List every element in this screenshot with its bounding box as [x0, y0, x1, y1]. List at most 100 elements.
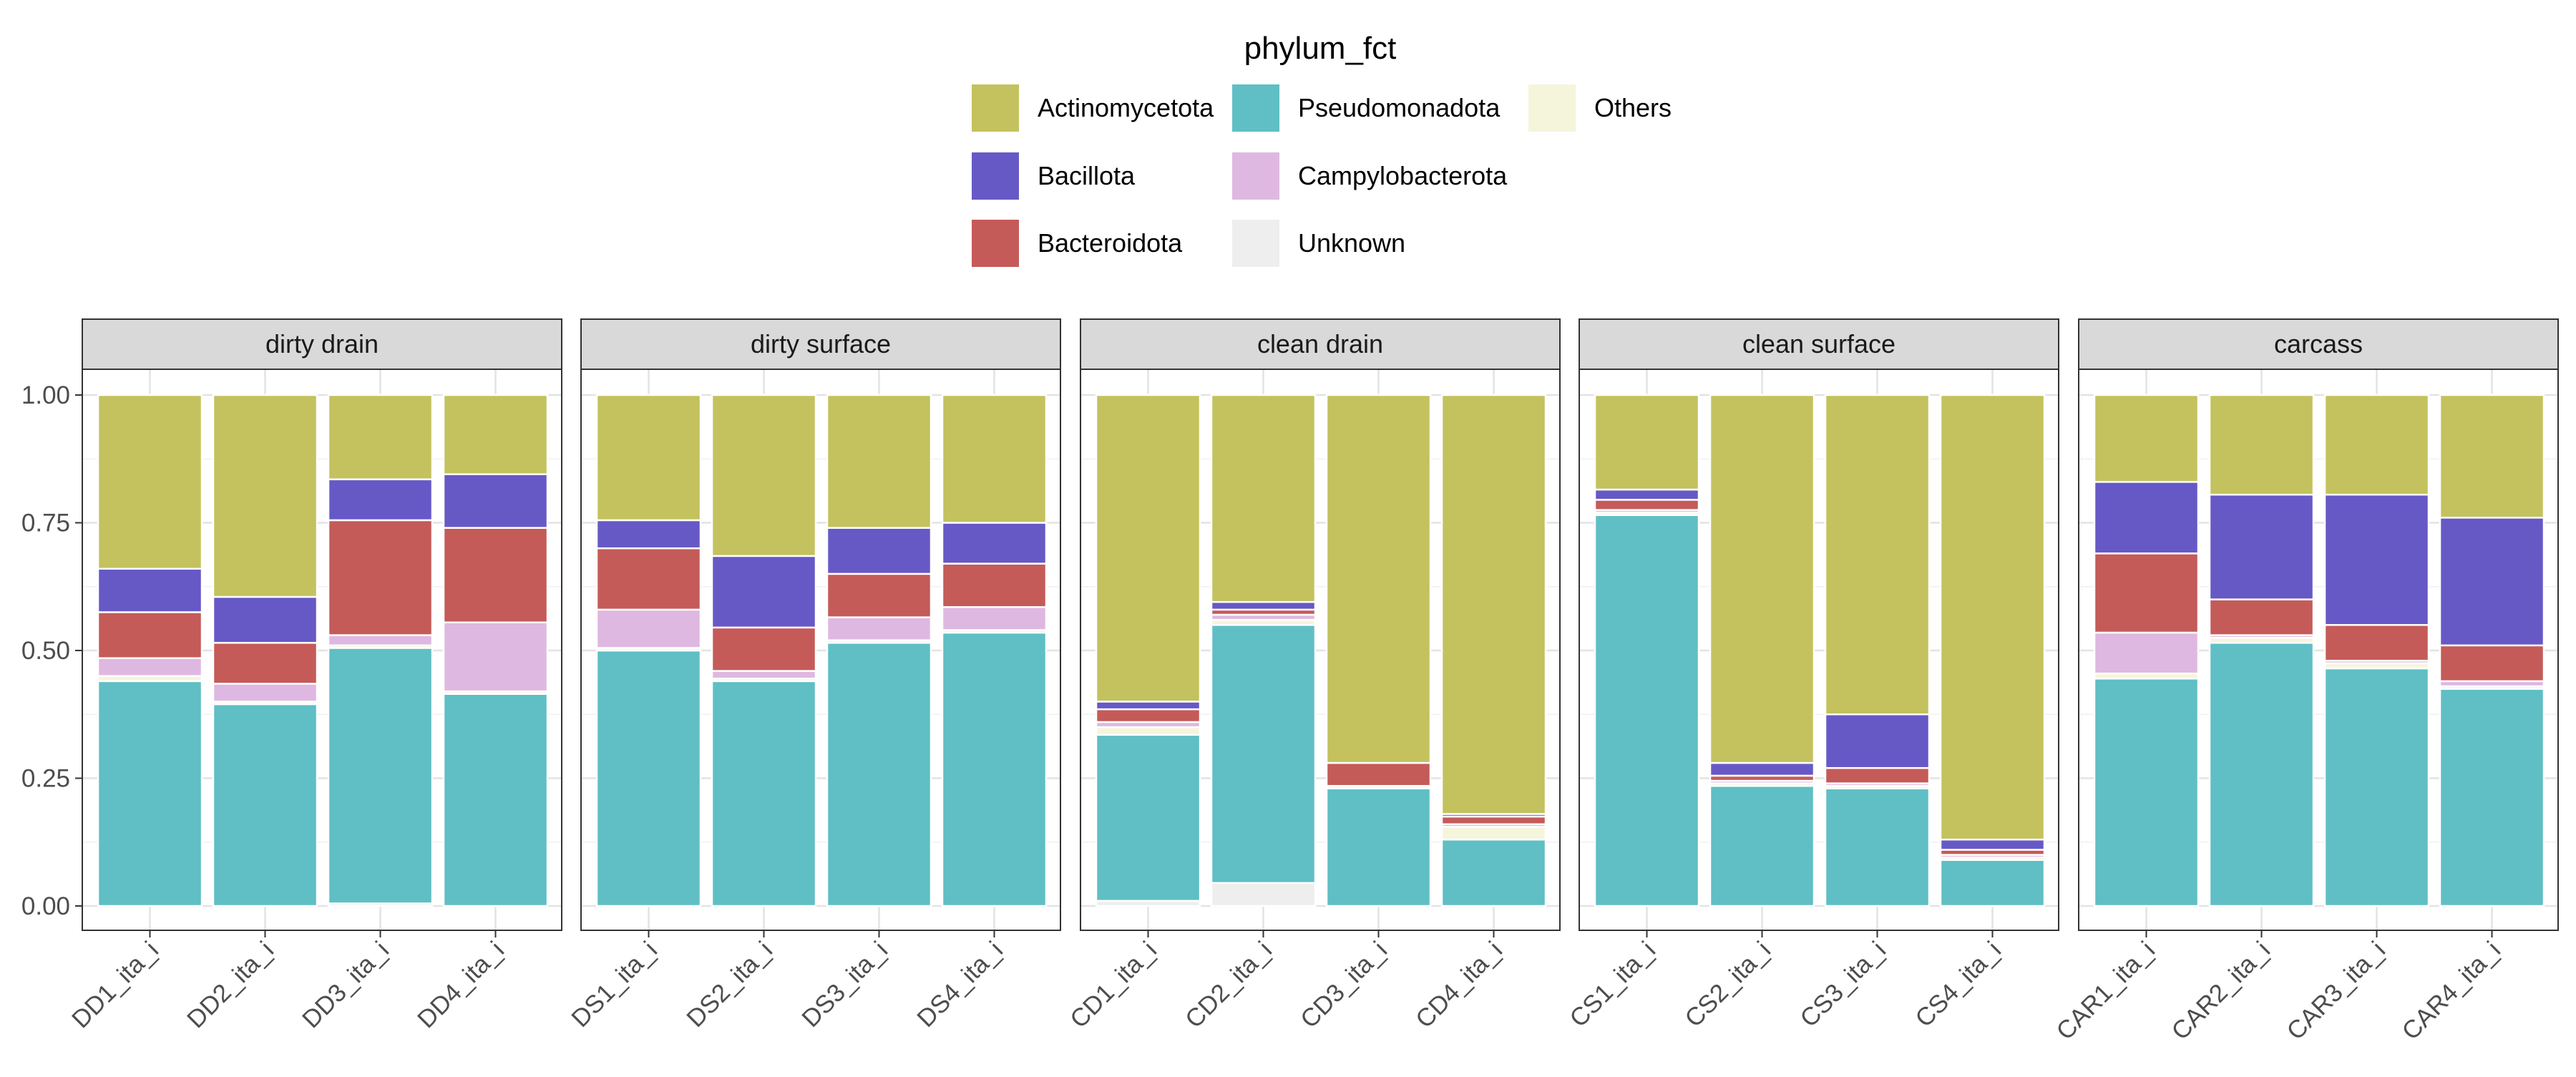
legend-swatch-bacteroidota	[972, 220, 1019, 267]
stacked-bar-CS3_ita_i	[1824, 394, 1931, 907]
x-tick-label: DS2_ita_i	[681, 936, 778, 1033]
x-tick-label: CAR2_ita_i	[2166, 936, 2275, 1046]
x-tick-label: CS3_ita_i	[1795, 936, 1891, 1033]
y-tick-label: 0.25	[21, 765, 70, 793]
bar-segment-bacillota	[711, 555, 817, 629]
bar-segment-bacteroidota	[1440, 815, 1547, 826]
bar-segment-pseudomonadota	[595, 649, 702, 907]
facet-strip-label: carcass	[2274, 329, 2363, 359]
facet-strip	[580, 318, 1061, 370]
bar-segment-actinomycetota	[97, 394, 203, 570]
bar-segment-bacteroidota	[327, 519, 434, 636]
x-tick-label: DS1_ita_i	[566, 936, 663, 1033]
bar-segment-campylobacterota	[327, 634, 434, 647]
legend-title: phylum_fct	[1244, 31, 1397, 66]
bar-segment-bacteroidota	[2439, 644, 2545, 683]
stacked-bar-CD1_ita_i	[1095, 394, 1201, 907]
panel-clean-surface: clean surface CS1_ita_i CS2_ita_i CS3_ita_i…	[1564, 318, 2059, 1033]
bar-segment-bacteroidota	[595, 547, 702, 611]
stacked-bar-CD2_ita_i	[1210, 394, 1317, 907]
legend-swatch-campylobacterota	[1232, 152, 1279, 200]
bar-segment-actinomycetota	[2439, 394, 2545, 519]
panel-dirty-surface: dirty surface DS1_ita_i DS2_ita_i DS3_ita_i…	[566, 318, 1061, 1033]
x-tick-label: DS4_ita_i	[912, 936, 1008, 1033]
bar-segment-pseudomonadota	[1325, 787, 1432, 907]
panel-carcass: carcass CAR1_ita_i CAR2_ita_i CAR3_ita_i CAR…	[2051, 318, 2559, 1046]
stacked-bar-DD3_ita_i	[327, 394, 434, 907]
bar-segment-bacteroidota	[711, 626, 817, 672]
bar-segment-campylobacterota	[97, 657, 203, 677]
legend-label-unknown: Unknown	[1298, 228, 1405, 258]
bar-segment-actinomycetota	[1709, 394, 1815, 764]
bar-segment-bacillota	[2208, 493, 2315, 600]
bar-segment-actinomycetota	[1440, 394, 1547, 815]
legend-label-bacillota: Bacillota	[1038, 161, 1136, 190]
bar-segment-bacteroidota	[2323, 624, 2430, 662]
stacked-bar-DS3_ita_i	[826, 394, 932, 907]
x-tick-label: CS1_ita_i	[1564, 936, 1661, 1033]
bar-segment-others	[1440, 826, 1547, 841]
stacked-bar-CD4_ita_i	[1440, 394, 1547, 907]
facet-strip	[2078, 318, 2559, 370]
bar-segment-bacteroidota	[1594, 499, 1700, 511]
y-tick-label: 0.75	[21, 510, 70, 537]
bar-segment-campylobacterota	[212, 683, 318, 703]
bar-segment-actinomycetota	[711, 394, 817, 557]
bar-segment-bacillota	[941, 522, 1048, 565]
x-tick-label: DD3_ita_i	[297, 936, 394, 1033]
stacked-bar-CS1_ita_i	[1594, 394, 1700, 907]
bar-segment-actinomycetota	[2208, 394, 2315, 496]
x-tick-label: CAR3_ita_i	[2281, 936, 2391, 1046]
bar-segment-pseudomonadota	[1824, 787, 1931, 907]
bar-segment-actinomycetota	[327, 394, 434, 481]
bar-segment-pseudomonadota	[2208, 642, 2315, 907]
facet-strip	[82, 318, 562, 370]
x-tick-label: CD3_ita_i	[1295, 936, 1392, 1033]
y-axis: 0.00 0.25 0.50 0.75 1.00	[21, 381, 82, 920]
bar-segment-bacteroidota	[2093, 552, 2200, 634]
bar-segment-campylobacterota	[826, 616, 932, 641]
panel-clean-drain: clean drain CD1_ita_i CD2_ita_i CD3_ita_i CD…	[1065, 318, 1561, 1033]
bar-segment-bacillota	[212, 595, 318, 644]
legend-label-campylobacterota: Campylobacterota	[1298, 161, 1508, 190]
stacked-bar-CAR2_ita_i	[2208, 394, 2315, 907]
panel-border	[580, 369, 1061, 931]
bar-segment-actinomycetota	[941, 394, 1048, 524]
panel-border	[1080, 369, 1561, 931]
panel-dirty-drain: dirty drain DD1_ita_i DD2_ita_i DD3_ita_i DD…	[67, 318, 562, 1033]
stacked-bar-DS1_ita_i	[595, 394, 702, 907]
stacked-bar-CS4_ita_i	[1939, 394, 2046, 907]
stacked-bar-CS2_ita_i	[1709, 394, 1815, 907]
facet-strip-label: clean surface	[1742, 329, 1896, 359]
legend-swatch-others	[1528, 84, 1576, 132]
stacked-bar-DD4_ita_i	[442, 394, 549, 907]
bar-segment-actinomycetota	[1939, 394, 2046, 841]
facet-strip	[1080, 318, 1561, 370]
x-tick-label: DD2_ita_i	[182, 936, 279, 1033]
bar-segment-pseudomonadota	[711, 680, 817, 907]
bar-segment-bacillota	[2323, 493, 2430, 626]
legend-swatch-unknown	[1232, 220, 1279, 267]
bar-segment-bacillota	[1939, 838, 2046, 851]
x-tick-label: CAR1_ita_i	[2051, 936, 2160, 1046]
bar-segment-bacillota	[2093, 481, 2200, 555]
bar-segment-actinomycetota	[826, 394, 932, 529]
bar-segment-campylobacterota	[595, 608, 702, 649]
bar-segment-bacteroidota	[2208, 598, 2315, 636]
x-tick-label: CD1_ita_i	[1065, 936, 1162, 1033]
y-tick-label: 0.50	[21, 637, 70, 665]
stacked-bar-CAR3_ita_i	[2323, 394, 2430, 907]
bar-segment-bacteroidota	[1095, 708, 1201, 723]
bar-segment-bacillota	[327, 478, 434, 522]
bar-segment-pseudomonadota	[1594, 514, 1700, 907]
bar-segment-pseudomonadota	[1939, 859, 2046, 907]
bar-segment-bacteroidota	[1824, 766, 1931, 784]
x-tick-label: CS4_ita_i	[1910, 936, 2006, 1033]
legend-swatch-actinomycetota	[972, 84, 1019, 132]
bar-segment-pseudomonadota	[1210, 624, 1317, 884]
stacked-bar-DD2_ita_i	[212, 394, 318, 907]
y-tick-label: 0.00	[21, 892, 70, 920]
legend-label-pseudomonadota: Pseudomonadota	[1298, 93, 1501, 122]
bar-segment-bacillota	[1210, 600, 1317, 611]
